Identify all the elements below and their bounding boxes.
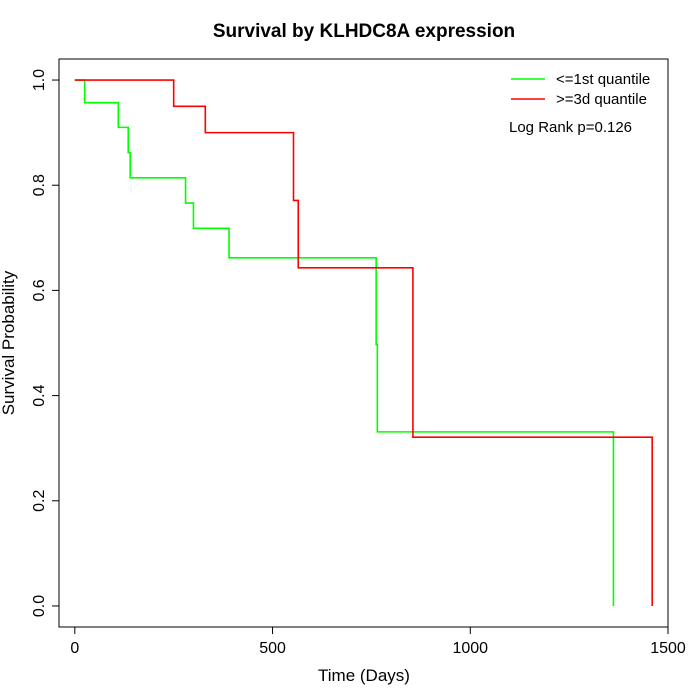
y-tick-label: 0.8 [31, 174, 48, 196]
survival-curve-high [74, 79, 653, 606]
x-tick-label: 1000 [452, 640, 488, 657]
y-tick-label: 0.4 [31, 384, 48, 406]
x-axis-label: Time (Days) [318, 666, 410, 685]
y-tick-label: 0.0 [31, 595, 48, 617]
survival-curve-low [74, 79, 615, 606]
legend: <=1st quantile >=3d quantile [511, 71, 650, 108]
log-rank-annotation: Log Rank p=0.126 [509, 119, 632, 136]
y-tick-label: 0.6 [31, 279, 48, 301]
series-group [74, 79, 653, 606]
y-tick-label: 1.0 [31, 69, 48, 91]
x-tick-label: 0 [70, 640, 79, 657]
chart-title: Survival by KLHDC8A expression [213, 21, 515, 42]
x-tick-label: 1500 [650, 640, 686, 657]
plot-frame [58, 58, 669, 628]
y-axis-label: Survival Probability [0, 270, 18, 415]
x-tick-label: 500 [259, 640, 286, 657]
y-axis: 0.0 0.2 0.4 0.6 0.8 1.0 [31, 69, 60, 617]
x-axis: 0 500 1000 1500 [70, 626, 686, 657]
legend-label: <=1st quantile [556, 71, 650, 88]
legend-label: >=3d quantile [556, 91, 647, 108]
y-tick-label: 0.2 [31, 490, 48, 512]
